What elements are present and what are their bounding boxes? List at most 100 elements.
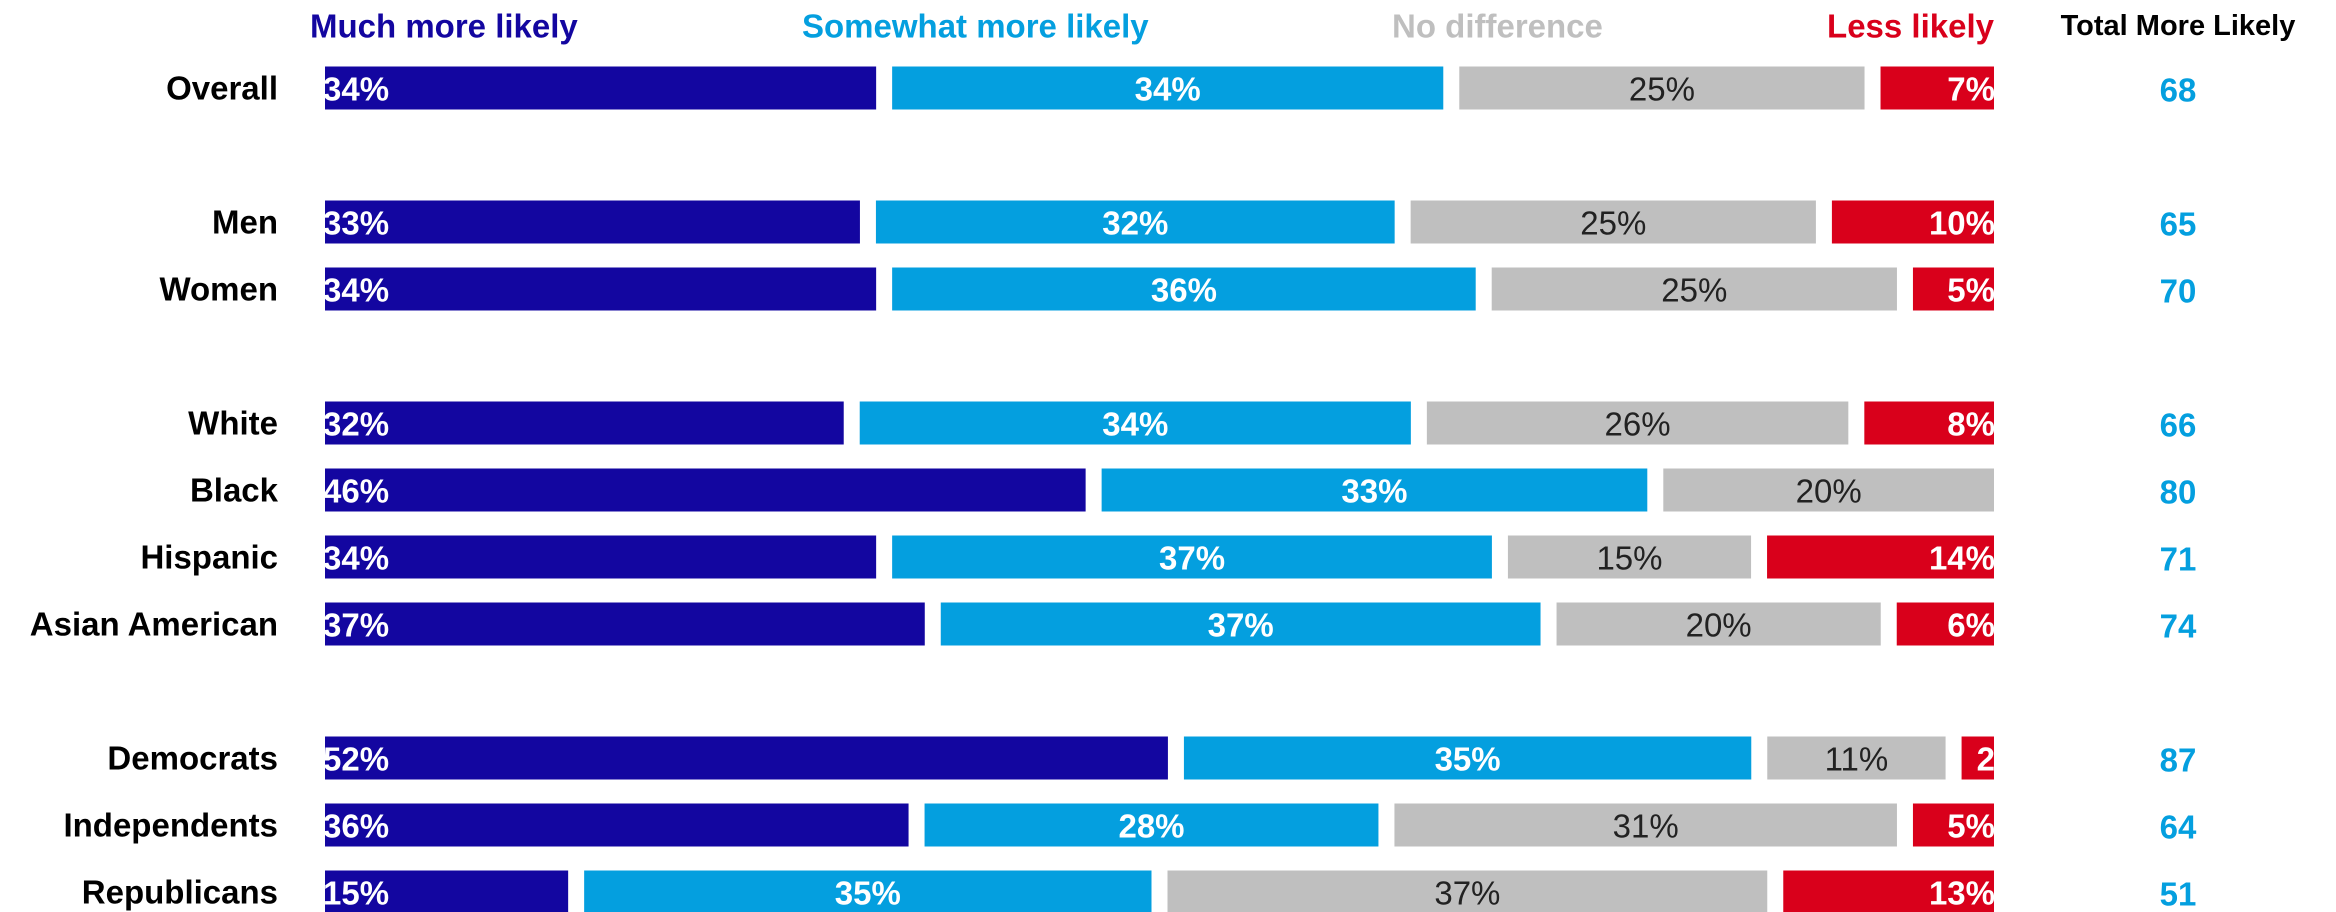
bar-women-no-difference-label: 25% [1661, 272, 1727, 309]
bar-overall-less-likely [1880, 66, 1994, 110]
bar-hispanic-less-likely [1767, 535, 1994, 579]
bar-overall-no-difference [1459, 66, 1865, 110]
bar-independents-somewhat-more-likely-label: 28% [1118, 808, 1184, 845]
bar-overall-much-more-likely-label: 34% [323, 71, 389, 108]
bar-republicans-somewhat-more-likely [584, 870, 1152, 912]
category-label-women: Women [159, 271, 278, 308]
bar-democrats-no-difference [1767, 736, 1946, 780]
bar-overall-somewhat-more-likely [892, 66, 1444, 110]
category-label-democrats: Democrats [107, 740, 278, 777]
total-more-likely-women: 70 [2160, 273, 2197, 310]
total-more-likely-republicans: 51 [2160, 876, 2197, 912]
bar-hispanic-no-difference-label: 15% [1596, 540, 1662, 577]
bar-men-no-difference [1410, 200, 1816, 244]
totals-header: Total More Likely [2061, 10, 2296, 42]
bar-hispanic-no-difference [1507, 535, 1752, 579]
bar-asian-american-somewhat-more-likely [940, 602, 1541, 646]
bar-white-much-more-likely [325, 401, 844, 445]
total-more-likely-men: 65 [2160, 206, 2197, 243]
bar-black-somewhat-more-likely [1101, 468, 1648, 512]
bar-republicans-less-likely [1783, 870, 1994, 912]
bar-asian-american-less-likely-label: 6% [1947, 607, 1995, 644]
bar-democrats-somewhat-more-likely [1183, 736, 1752, 780]
bar-women-less-likely [1912, 267, 1994, 311]
bar-white-somewhat-more-likely-label: 34% [1102, 406, 1168, 443]
bar-men-less-likely-label: 10% [1929, 205, 1995, 242]
category-label-asian-american: Asian American [30, 606, 278, 643]
bar-black-much-more-likely-label: 46% [323, 473, 389, 510]
bar-overall-less-likely-label: 7% [1947, 71, 1995, 108]
bar-black-no-difference [1663, 468, 1994, 512]
bar-men-less-likely [1831, 200, 1994, 244]
category-label-hispanic: Hispanic [140, 539, 278, 576]
bar-hispanic-somewhat-more-likely [892, 535, 1492, 579]
total-more-likely-hispanic: 71 [2160, 541, 2197, 578]
legend-item-less-likely: Less likely [1827, 8, 1995, 45]
bar-hispanic-much-more-likely-label: 34% [323, 540, 389, 577]
bar-men-much-more-likely-label: 33% [323, 205, 389, 242]
bar-independents-no-difference-label: 31% [1613, 808, 1679, 845]
bar-hispanic-less-likely-label: 14% [1929, 540, 1995, 577]
bar-independents-much-more-likely [325, 803, 909, 847]
bar-black-no-difference-label: 20% [1796, 473, 1862, 510]
bar-men-no-difference-label: 25% [1580, 205, 1646, 242]
bar-democrats-somewhat-more-likely-label: 35% [1435, 741, 1501, 778]
bar-republicans-somewhat-more-likely-label: 35% [835, 875, 901, 912]
category-label-republicans: Republicans [82, 874, 278, 911]
bar-asian-american-much-more-likely-label: 37% [323, 607, 389, 644]
bar-black-somewhat-more-likely-label: 33% [1341, 473, 1407, 510]
bar-republicans-no-difference-label: 37% [1434, 875, 1500, 912]
bar-democrats-no-difference-label: 11% [1825, 741, 1889, 778]
total-more-likely-independents: 64 [2160, 809, 2197, 846]
bar-independents-less-likely [1912, 803, 1994, 847]
bar-independents-somewhat-more-likely [924, 803, 1379, 847]
legend-item-much-more-likely: Much more likely [310, 8, 578, 45]
bar-hispanic-much-more-likely [325, 535, 877, 579]
bar-republicans-much-more-likely-label: 15% [323, 875, 389, 912]
bar-women-less-likely-label: 5% [1947, 272, 1995, 309]
bar-overall-much-more-likely [325, 66, 877, 110]
bar-women-much-more-likely [325, 267, 877, 311]
category-label-men: Men [212, 204, 278, 241]
bar-asian-american-less-likely [1896, 602, 1994, 646]
bar-black-much-more-likely [325, 468, 1086, 512]
bar-republicans-much-more-likely [325, 870, 569, 912]
bar-republicans-no-difference [1167, 870, 1768, 912]
total-more-likely-democrats: 87 [2160, 742, 2197, 779]
bar-men-somewhat-more-likely-label: 32% [1102, 205, 1168, 242]
category-label-black: Black [190, 472, 279, 509]
bar-women-much-more-likely-label: 34% [323, 272, 389, 309]
bar-men-much-more-likely [325, 200, 860, 244]
bar-white-less-likely-label: 8% [1947, 406, 1995, 443]
bar-women-no-difference [1491, 267, 1897, 311]
bar-men-somewhat-more-likely [875, 200, 1395, 244]
bar-white-less-likely [1864, 401, 1994, 445]
bar-democrats-much-more-likely-label: 52% [323, 741, 389, 778]
bar-independents-less-likely-label: 5% [1947, 808, 1995, 845]
bar-independents-no-difference [1394, 803, 1897, 847]
total-more-likely-asian-american: 74 [2160, 608, 2197, 645]
bar-white-no-difference-label: 26% [1605, 406, 1671, 443]
bar-republicans-less-likely-label: 13% [1929, 875, 1995, 912]
bar-white-somewhat-more-likely [859, 401, 1411, 445]
legend-item-no-difference: No difference [1392, 8, 1603, 45]
bar-democrats-less-likely-label: 2 [1977, 741, 1995, 778]
bar-democrats-less-likely [1961, 736, 1994, 780]
legend-item-somewhat-more-likely: Somewhat more likely [802, 8, 1149, 45]
bar-asian-american-much-more-likely [325, 602, 925, 646]
bar-asian-american-no-difference [1556, 602, 1881, 646]
bar-overall-no-difference-label: 25% [1629, 71, 1695, 108]
bar-democrats-much-more-likely [325, 736, 1168, 780]
bar-women-somewhat-more-likely [892, 267, 1476, 311]
bar-overall-somewhat-more-likely-label: 34% [1135, 71, 1201, 108]
bar-white-no-difference [1426, 401, 1849, 445]
bar-women-somewhat-more-likely-label: 36% [1151, 272, 1217, 309]
bar-hispanic-somewhat-more-likely-label: 37% [1159, 540, 1225, 577]
total-more-likely-overall: 68 [2160, 72, 2197, 109]
bar-asian-american-somewhat-more-likely-label: 37% [1208, 607, 1274, 644]
category-label-white: White [188, 405, 278, 442]
total-more-likely-white: 66 [2160, 407, 2197, 444]
bar-asian-american-no-difference-label: 20% [1686, 607, 1752, 644]
bar-independents-much-more-likely-label: 36% [323, 808, 389, 845]
